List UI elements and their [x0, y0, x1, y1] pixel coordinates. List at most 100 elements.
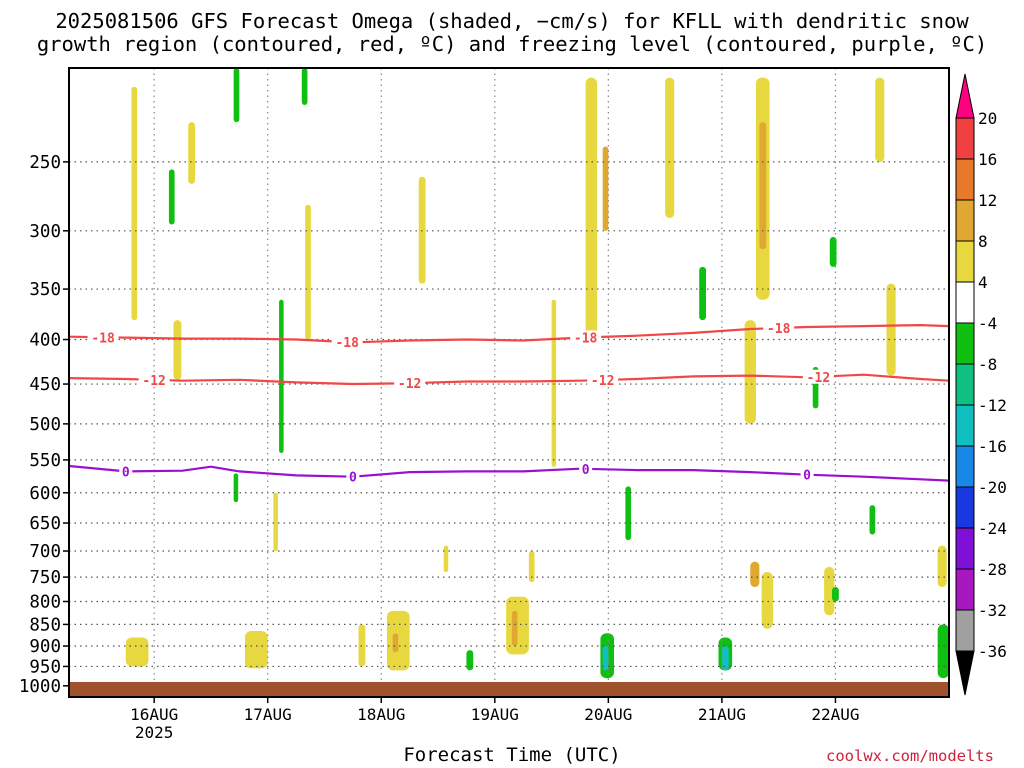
contour-label-bg [802, 369, 834, 384]
omega-cell [744, 320, 756, 424]
y-tick-label: 950 [29, 657, 61, 677]
chart-title-line1: 2025081506 GFS Forecast Omega (shaded, −… [55, 9, 969, 33]
colorbar: 20 16 12 8 4 -4 -8 -12 -16 -20 -24 -28 -32 -36 [955, 73, 1007, 696]
contour-label-bg [138, 372, 170, 387]
omega-cell [551, 299, 557, 467]
omega-cell [937, 545, 947, 588]
y-tick-label: 800 [29, 592, 61, 612]
colorbar-level-label: -4 [978, 314, 997, 333]
colorbar-swatch [955, 322, 975, 365]
contour-label-bg [800, 467, 814, 482]
colorbar-swatch [955, 199, 975, 242]
omega-cell [125, 637, 149, 667]
omega-cell [602, 146, 609, 231]
y-axis: 2503003504004505005506006507007508008509… [19, 153, 69, 697]
y-tick-label: 250 [29, 153, 61, 173]
ground-surface [69, 682, 949, 697]
omega-shading [125, 68, 949, 679]
contour-label: 0 [803, 469, 811, 484]
chart-title-line2: growth region (contoured, red, ºC) and f… [36, 32, 988, 56]
contour-label: -12 [142, 374, 165, 389]
contour-label-bg [587, 372, 619, 387]
colorbar-level-label: -32 [978, 601, 1007, 620]
omega-cell [466, 650, 474, 671]
omega-cell [279, 299, 284, 453]
colorbar-level-label: -12 [978, 396, 1007, 415]
omega-cell [699, 266, 707, 321]
contour-label: 0 [122, 465, 130, 480]
omega-cell [869, 505, 876, 535]
omega-cell [665, 77, 675, 218]
omega-cell [602, 646, 609, 671]
colorbar-level-label: 20 [978, 109, 997, 128]
colorbar-swatch [955, 568, 975, 611]
contour-label: -12 [807, 371, 830, 386]
colorbar-swatch [955, 240, 975, 283]
contour-label: -18 [335, 336, 359, 351]
colorbar-level-label: -36 [978, 642, 1007, 661]
omega-cell [443, 545, 449, 573]
colorbar-level-label: 16 [978, 150, 997, 169]
y-tick-label: 500 [29, 415, 61, 435]
omega-cell [131, 86, 138, 321]
colorbar-swatch [955, 445, 975, 488]
colorbar-level-label: -8 [978, 355, 997, 374]
omega-cell [245, 631, 268, 669]
contour-label-bg [570, 330, 602, 345]
source-credit[interactable]: coolwx.com/modelts [826, 747, 994, 765]
contour-line [69, 464, 949, 482]
omega-cell [829, 237, 837, 267]
contour-label-bg [394, 376, 426, 391]
omega-cell [188, 122, 196, 184]
omega-cell [937, 624, 949, 679]
colorbar-level-label: -20 [978, 478, 1007, 497]
omega-cell [511, 610, 518, 647]
x-tick-label: 22AUG [811, 705, 859, 724]
plot-frame [68, 67, 950, 698]
contour-label: -18 [574, 331, 598, 346]
colorbar-swatch [955, 404, 975, 447]
contour-lines: -18 -18 -18 -18 -12 -12 -12 -12 0 0 0 0 [69, 321, 949, 486]
omega-cell [418, 176, 426, 284]
colorbar-level-label: -16 [978, 437, 1007, 456]
y-tick-label: 700 [29, 542, 61, 562]
colorbar-swatch [955, 486, 975, 529]
contour-label: 0 [582, 463, 590, 478]
omega-cell [168, 169, 175, 225]
omega-cell [273, 492, 278, 552]
omega-cell [750, 561, 760, 588]
y-tick-label: 350 [29, 280, 61, 300]
y-tick-label: 1000 [19, 677, 61, 697]
omega-cell [625, 486, 632, 541]
y-tick-label: 550 [29, 451, 61, 471]
omega-cell [233, 68, 240, 123]
omega-cell [761, 572, 773, 629]
x-tick-label: 16AUG [130, 705, 178, 724]
omega-cell [233, 473, 239, 503]
contour-label-bg [346, 469, 360, 484]
omega-cell [305, 204, 311, 340]
omega-cell [832, 587, 839, 602]
omega-cell [301, 68, 308, 105]
y-tick-label: 750 [29, 568, 61, 588]
colorbar-level-label: -24 [978, 519, 1007, 538]
x-axis-label: Forecast Time (UTC) [403, 744, 621, 766]
colorbar-swatch [955, 609, 975, 652]
contour-label-bg [331, 335, 363, 350]
x-tick-label: 18AUG [357, 705, 405, 724]
colorbar-level-label: 8 [978, 232, 988, 251]
omega-cell [875, 77, 885, 162]
y-tick-label: 450 [29, 375, 61, 395]
omega-cell [886, 283, 896, 376]
contour-label: 0 [349, 471, 357, 486]
colorbar-swatch [955, 281, 975, 324]
contour-label: -18 [91, 331, 115, 346]
contour-label-bg [579, 461, 593, 476]
contour-label-bg [763, 321, 795, 336]
y-tick-label: 900 [29, 637, 61, 657]
y-tick-label: 850 [29, 615, 61, 635]
omega-cell [721, 646, 729, 671]
colorbar-level-label: -28 [978, 560, 1007, 579]
